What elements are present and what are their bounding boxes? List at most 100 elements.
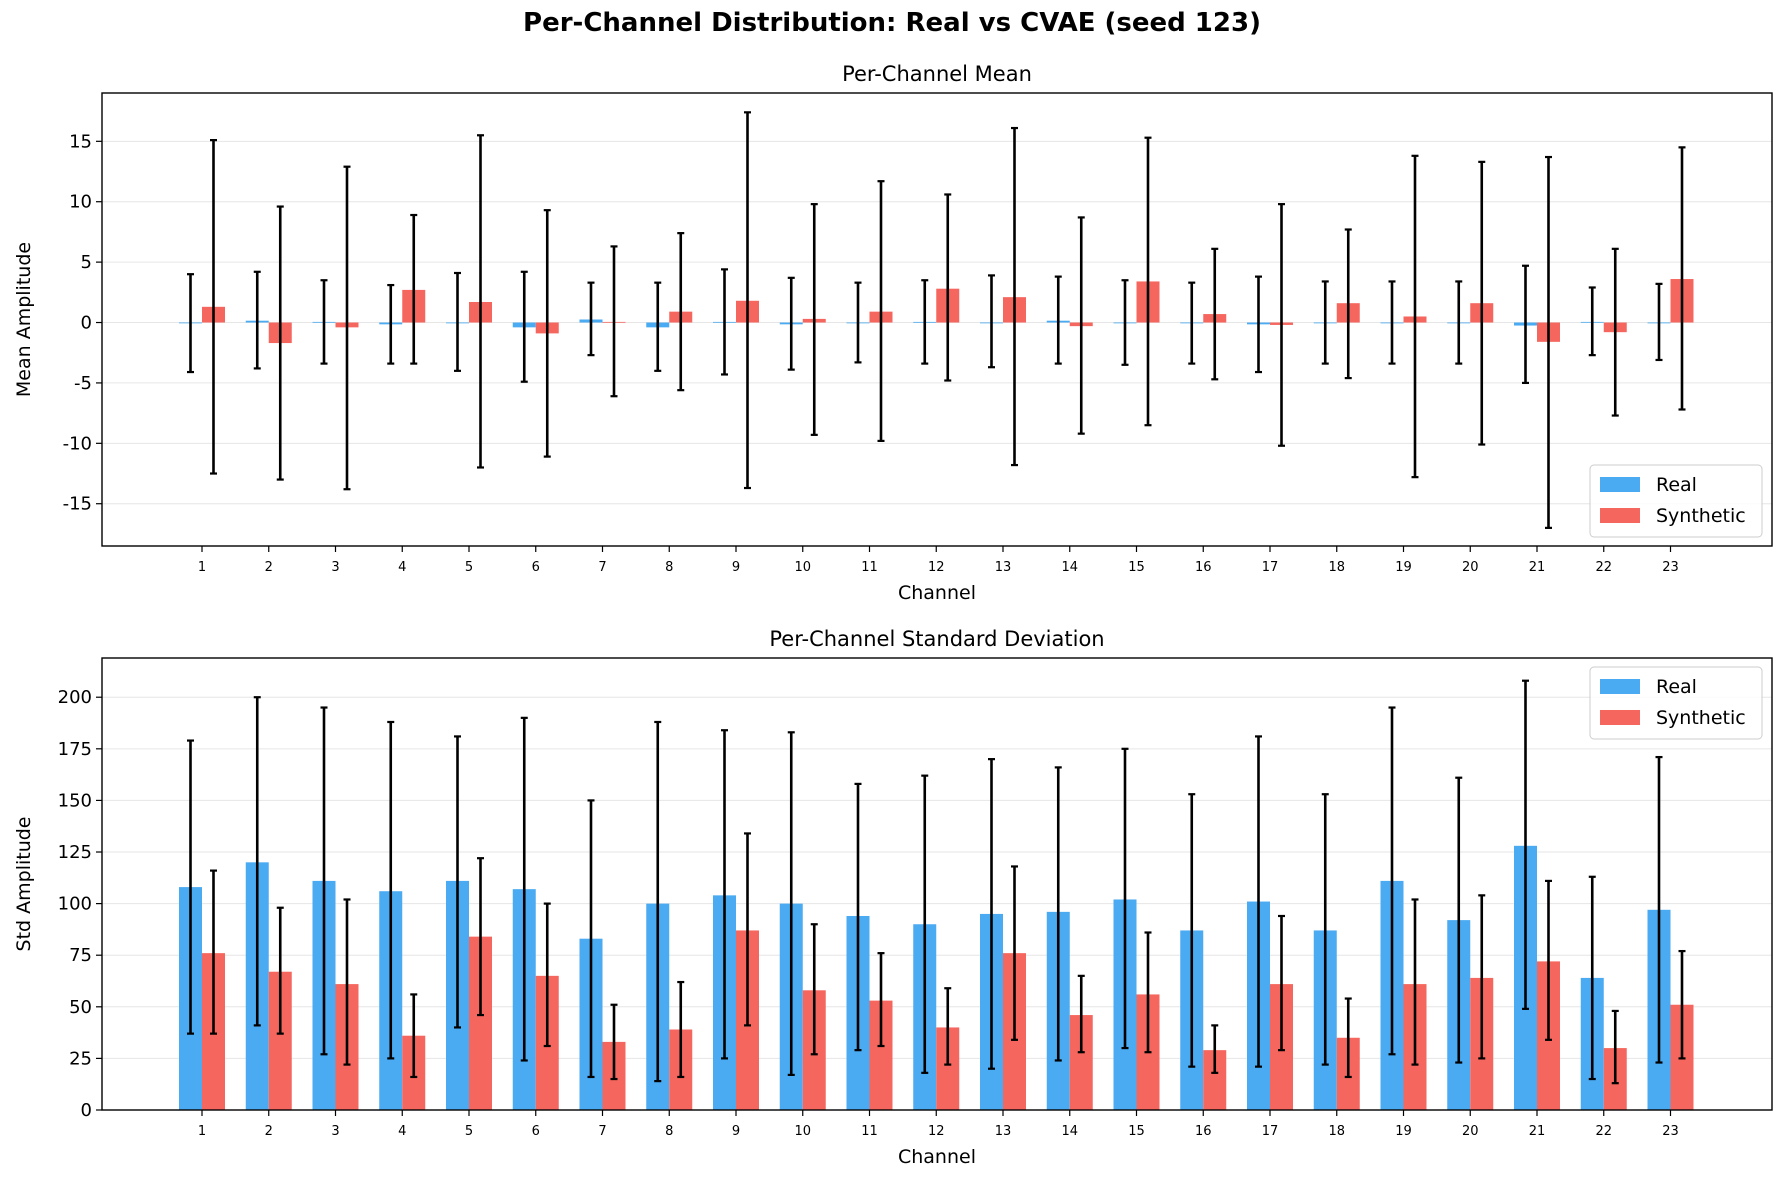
errorbar-synthetic-13: [1011, 865, 1018, 1041]
x-tick-label: 11: [861, 1124, 878, 1139]
x-tick-label: 22: [1595, 1124, 1612, 1139]
x-tick-label: 13: [995, 1124, 1012, 1139]
legend-label-real: Real: [1656, 474, 1697, 496]
x-tick-label: 2: [265, 560, 273, 575]
errorbar-synthetic-4: [410, 213, 418, 365]
x-tick-label: 1: [198, 560, 206, 575]
x-tick-label: 18: [1328, 1124, 1345, 1139]
errorbar-real-13: [988, 274, 995, 369]
legend-swatch-synthetic: [1600, 508, 1640, 523]
errorbar-synthetic-19: [1411, 154, 1419, 479]
x-tick-label: 1: [198, 1124, 206, 1139]
x-tick-label: 5: [465, 560, 473, 575]
errorbar-synthetic-2: [276, 205, 284, 481]
errorbar-synthetic-5: [477, 134, 484, 469]
errorbar-synthetic-1: [210, 869, 217, 1035]
x-tick-label: 11: [861, 560, 878, 575]
errorbar-synthetic-6: [543, 209, 551, 458]
errorbar-real-14: [1054, 275, 1062, 365]
errorbar-real-22: [1588, 286, 1596, 357]
errorbar-real-7: [587, 799, 595, 1079]
errorbar-synthetic-23: [1678, 146, 1686, 411]
errorbar-synthetic-22: [1611, 247, 1619, 417]
errorbar-real-8: [654, 281, 662, 372]
y-tick-label: 100: [58, 894, 92, 915]
y-tick-label: 50: [69, 997, 92, 1018]
y-tick-label: 175: [58, 739, 92, 760]
errorbar-synthetic-1: [210, 139, 217, 475]
errorbar-synthetic-23: [1678, 949, 1686, 1060]
x-tick-label: 21: [1529, 1124, 1546, 1139]
x-tick-label: 2: [265, 1124, 273, 1139]
errorbar-real-11: [854, 782, 862, 1052]
x-tick-label: 9: [732, 560, 740, 575]
bar-synthetic-2: [268, 971, 292, 1110]
y-tick-label: 0: [81, 313, 92, 334]
bar-synthetic-11: [869, 1000, 893, 1110]
errorbar-synthetic-20: [1478, 160, 1486, 446]
errorbar-synthetic-18: [1344, 997, 1352, 1079]
y-tick-label: 10: [69, 192, 92, 213]
errorbar-synthetic-10: [810, 203, 818, 436]
x-tick-label: 12: [928, 560, 945, 575]
x-tick-label: 9: [732, 1124, 740, 1139]
x-tick-label: 10: [794, 560, 811, 575]
errorbar-real-1: [187, 273, 194, 374]
errorbar-synthetic-3: [343, 898, 351, 1066]
legend: Real Synthetic: [1589, 464, 1763, 538]
errorbar-synthetic-3: [343, 165, 351, 491]
x-tick-label: 12: [928, 1124, 945, 1139]
x-tick-label: 14: [1061, 560, 1078, 575]
errorbar-synthetic-7: [610, 1003, 618, 1081]
errorbar-real-10: [787, 276, 795, 371]
errorbar-real-7: [587, 281, 595, 357]
x-tick-label: 20: [1462, 1124, 1479, 1139]
legend-label-synthetic: Synthetic: [1656, 707, 1746, 729]
errorbar-synthetic-17: [1278, 203, 1285, 447]
errorbar-real-9: [721, 729, 728, 1060]
x-tick-label: 16: [1195, 1124, 1212, 1139]
errorbar-real-19: [1388, 280, 1396, 365]
errorbar-real-18: [1321, 793, 1329, 1066]
errorbar-real-15: [1121, 279, 1129, 366]
x-tick-label: 14: [1061, 1124, 1078, 1139]
panel-title: Per-Channel Standard Deviation: [769, 627, 1104, 651]
errorbar-synthetic-14: [1077, 974, 1085, 1054]
errorbar-real-20: [1455, 280, 1463, 365]
errorbar-synthetic-9: [744, 111, 751, 490]
errorbar-real-3: [320, 279, 328, 365]
errorbar-real-14: [1054, 766, 1062, 1062]
legend-label-synthetic: Synthetic: [1656, 505, 1746, 527]
errorbar-real-16: [1188, 793, 1196, 1068]
bar-synthetic-16: [1203, 1050, 1227, 1110]
x-tick-label: 8: [665, 1124, 673, 1139]
errorbar-real-11: [854, 281, 862, 364]
x-tick-label: 7: [598, 1124, 606, 1139]
y-tick-label: 25: [69, 1048, 92, 1069]
y-tick-label: 150: [58, 790, 92, 811]
errorbar-real-16: [1188, 281, 1196, 365]
y-tick-label: 200: [58, 687, 92, 708]
x-axis-label: Channel: [898, 582, 976, 604]
legend-swatch-real: [1600, 477, 1640, 492]
x-tick-label: 6: [532, 560, 540, 575]
errorbar-real-3: [320, 706, 328, 1056]
y-axis-label: Std Amplitude: [13, 817, 35, 952]
y-tick-label: -15: [63, 494, 92, 515]
errorbar-synthetic-15: [1144, 931, 1152, 1054]
axes-frame: [101, 92, 1773, 547]
panel-title: Per-Channel Mean: [842, 62, 1032, 86]
bar-synthetic-12: [936, 1027, 960, 1110]
errorbar-real-4: [387, 283, 395, 365]
legend-swatch-real: [1600, 679, 1640, 694]
errorbar-synthetic-6: [543, 902, 551, 1048]
errorbar-real-17: [1255, 275, 1262, 374]
legend-swatch-synthetic: [1600, 710, 1640, 725]
x-tick-label: 16: [1195, 560, 1212, 575]
errorbar-real-1: [187, 739, 194, 1035]
errorbar-real-15: [1121, 747, 1129, 1050]
errorbar-real-21: [1522, 264, 1529, 385]
x-tick-label: 5: [465, 1124, 473, 1139]
